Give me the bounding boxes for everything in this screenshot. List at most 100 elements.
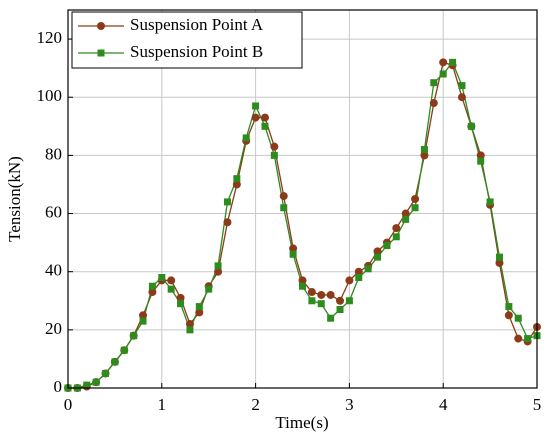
marker <box>139 317 147 325</box>
marker <box>317 290 326 299</box>
x-tick-label: 4 <box>439 395 448 414</box>
marker <box>326 290 335 299</box>
marker <box>289 244 298 253</box>
marker <box>476 151 485 160</box>
series-line <box>68 61 538 389</box>
marker <box>270 142 279 151</box>
marker <box>477 157 485 165</box>
legend-box <box>71 11 303 69</box>
marker <box>148 288 157 297</box>
marker <box>411 204 419 212</box>
y-tick-label: 100 <box>37 86 63 105</box>
plot-frame <box>67 9 538 389</box>
marker <box>402 215 410 223</box>
x-tick-label: 5 <box>533 395 542 414</box>
y-tick-label: 80 <box>45 144 62 163</box>
marker <box>92 378 100 386</box>
marker <box>111 358 119 366</box>
marker <box>495 253 503 261</box>
marker <box>233 175 241 183</box>
marker <box>158 274 166 282</box>
marker <box>102 369 110 377</box>
marker <box>214 262 222 270</box>
marker <box>185 320 194 329</box>
marker <box>279 192 288 201</box>
marker <box>457 93 466 102</box>
y-tick-label: 20 <box>45 319 62 338</box>
marker <box>289 250 297 258</box>
marker <box>430 79 438 87</box>
marker <box>223 198 231 206</box>
marker <box>139 311 148 320</box>
marker <box>251 113 260 122</box>
y-tick-label: 0 <box>54 377 63 396</box>
marker <box>449 58 457 66</box>
marker <box>308 297 316 305</box>
marker <box>83 381 91 389</box>
marker <box>504 311 513 320</box>
y-tick-label: 120 <box>37 28 63 47</box>
marker <box>354 267 363 276</box>
marker <box>317 300 325 308</box>
x-tick-label: 3 <box>345 395 354 414</box>
marker <box>495 258 504 267</box>
marker <box>270 151 278 159</box>
marker <box>120 346 128 354</box>
x-tick-label: 1 <box>158 395 167 414</box>
marker <box>355 274 363 282</box>
marker <box>232 180 241 189</box>
marker <box>364 265 372 273</box>
x-tick-label: 2 <box>251 395 260 414</box>
marker <box>439 70 447 78</box>
marker <box>299 282 306 290</box>
marker <box>298 276 307 285</box>
marker <box>252 102 260 110</box>
legend-label: Suspension Point B <box>130 42 263 61</box>
legend-marker <box>97 49 105 57</box>
marker <box>130 332 138 340</box>
marker <box>167 285 175 293</box>
marker <box>383 242 391 250</box>
marker <box>439 58 448 67</box>
marker <box>374 253 382 261</box>
marker <box>411 195 420 203</box>
marker <box>345 276 354 285</box>
marker <box>486 198 494 206</box>
marker <box>186 326 194 334</box>
marker <box>242 134 250 142</box>
marker <box>223 218 232 227</box>
marker <box>336 296 345 305</box>
marker <box>336 305 344 313</box>
marker <box>345 297 353 305</box>
marker <box>458 82 466 90</box>
marker <box>261 122 269 130</box>
marker <box>205 285 213 293</box>
marker <box>467 122 475 130</box>
marker <box>420 146 428 154</box>
marker <box>514 334 523 343</box>
y-tick-label: 60 <box>45 202 62 221</box>
marker <box>195 308 204 317</box>
marker <box>195 303 203 311</box>
marker <box>260 113 269 122</box>
marker <box>148 282 156 290</box>
marker <box>514 314 522 322</box>
x-tick-label: 0 <box>64 395 73 414</box>
y-tick-label: 40 <box>45 261 62 280</box>
marker <box>167 276 176 285</box>
marker <box>373 247 382 256</box>
legend-marker <box>97 22 105 30</box>
legend-label: Suspension Point A <box>130 15 264 34</box>
marker <box>392 224 401 233</box>
marker <box>524 335 532 343</box>
marker <box>176 293 185 302</box>
marker <box>392 233 400 241</box>
marker <box>307 288 316 297</box>
marker <box>280 204 288 212</box>
marker <box>401 209 410 218</box>
marker <box>429 99 438 108</box>
marker <box>420 151 429 160</box>
marker <box>214 267 223 276</box>
marker <box>505 303 513 311</box>
